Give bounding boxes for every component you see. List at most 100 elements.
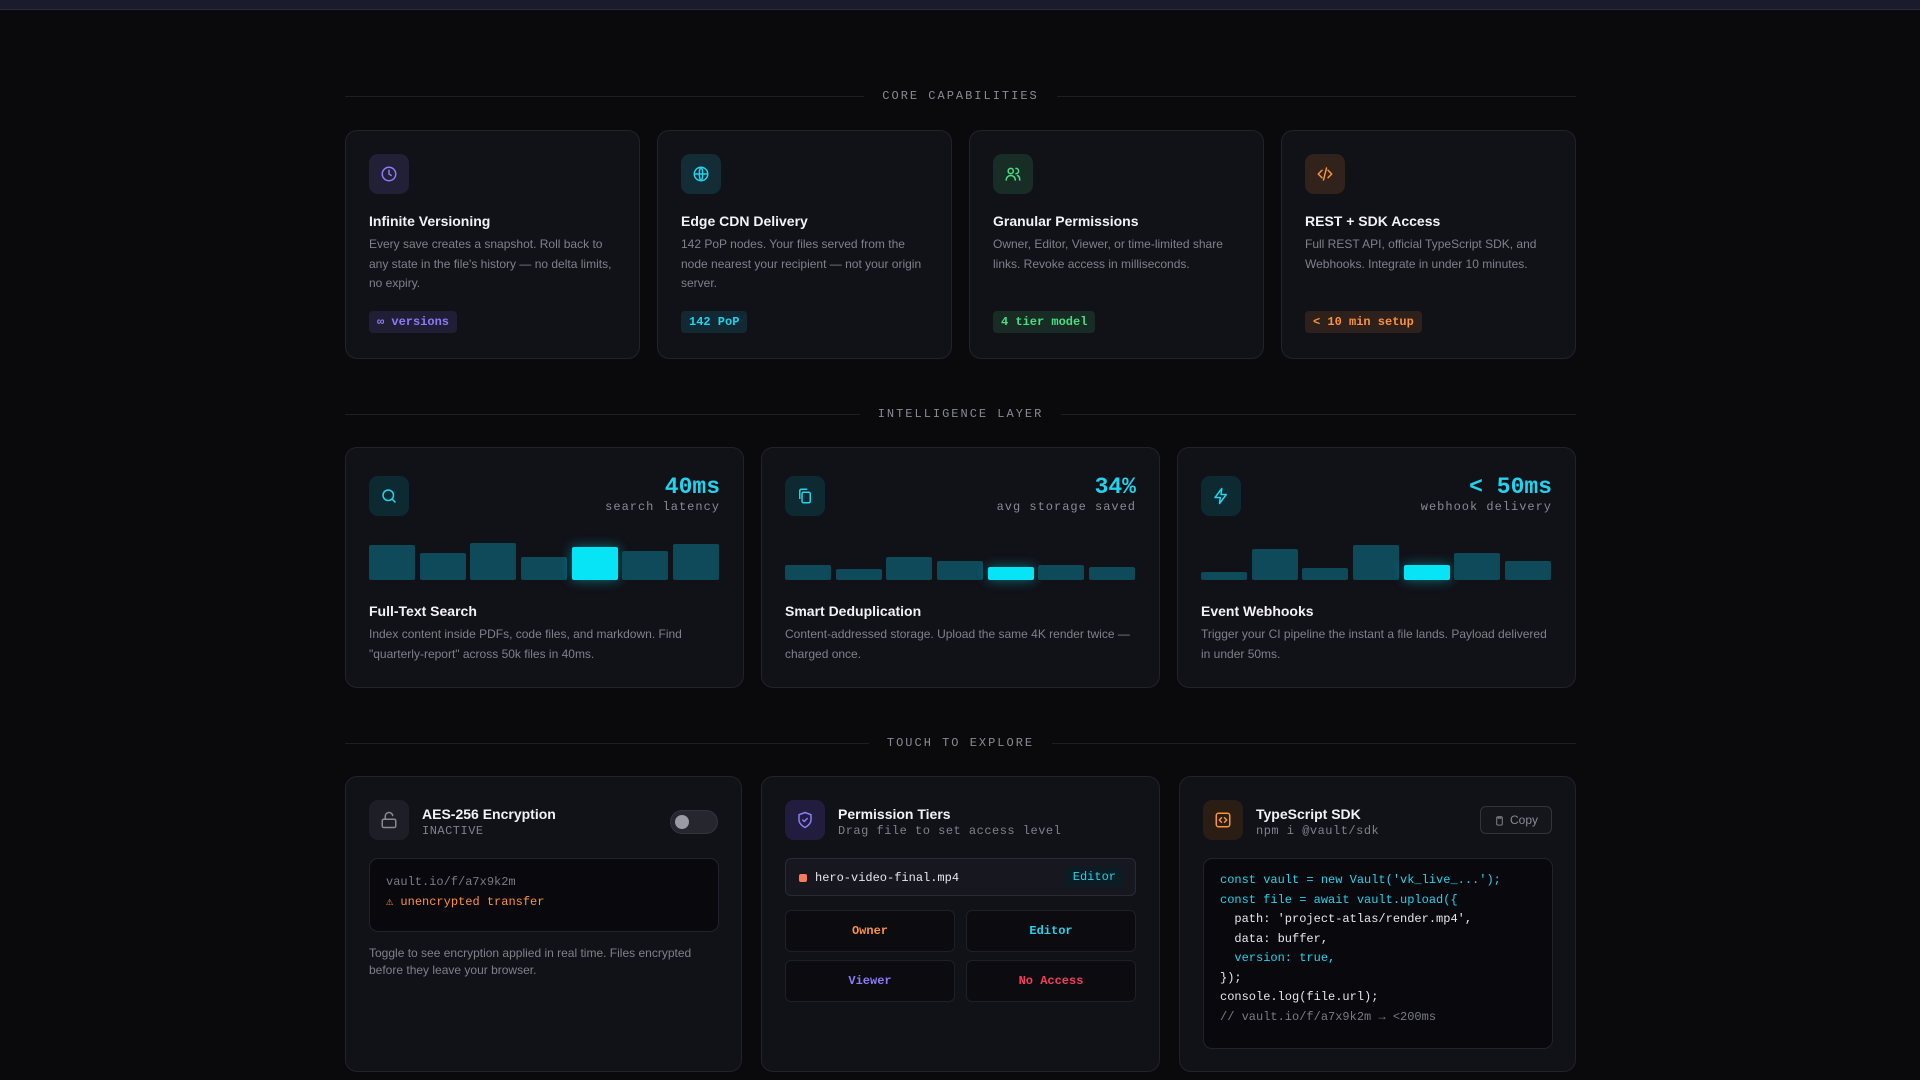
chart-bar: [1454, 552, 1501, 580]
users-icon: [993, 154, 1033, 194]
search-icon: [369, 476, 409, 516]
section-header-explore: TOUCH TO EXPLORE: [345, 733, 1576, 753]
encryption-title: AES-256 Encryption: [422, 806, 556, 822]
chart-bar: [1352, 544, 1400, 580]
chart-bar: [470, 543, 517, 580]
chart-bar: [1302, 568, 1349, 580]
capability-description: 142 PoP nodes. Your files served from th…: [681, 237, 922, 290]
capability-badge: 4 tier model: [993, 311, 1096, 333]
chart-bar: [1088, 566, 1135, 580]
sdk-install-command: npm i @vault/sdk: [1256, 824, 1380, 838]
capability-title: REST + SDK Access: [1305, 213, 1441, 229]
mini-bar-chart: [369, 536, 719, 580]
metric-label: avg storage saved: [996, 500, 1136, 514]
code-line: const file = await vault.upload({: [1220, 892, 1458, 907]
transfer-url: vault.io/f/a7x9k2m: [386, 875, 516, 889]
capability-title: Edge CDN Delivery: [681, 213, 808, 229]
sdk-card: TypeScript SDK npm i @vault/sdk Copy con…: [1179, 776, 1576, 1072]
metric-value: 40ms: [664, 474, 720, 500]
capability-card: Infinite Versioning Every save creates a…: [345, 130, 640, 359]
unlock-icon: [369, 800, 409, 840]
copy-button[interactable]: Copy: [1480, 806, 1552, 834]
chart-bar: [1251, 548, 1298, 580]
bolt-icon: [1201, 476, 1241, 516]
feature-title: Smart Deduplication: [785, 603, 922, 619]
feature-title: Full-Text Search: [369, 603, 477, 619]
intelligence-card: 40ms search latency Full-Text Search Ind…: [345, 447, 744, 688]
chart-bar: [571, 547, 618, 580]
code-line: path: 'project-atlas/render.mp4',: [1220, 912, 1473, 926]
encryption-status: INACTIVE: [422, 824, 484, 838]
tier-drop-zone[interactable]: Viewer: [785, 960, 955, 1002]
chart-bar: [672, 543, 719, 580]
section-label: TOUCH TO EXPLORE: [886, 736, 1035, 750]
chart-bar: [785, 564, 832, 580]
intelligence-card: < 50ms webhook delivery Event Webhooks T…: [1177, 447, 1576, 688]
section-header-core: CORE CAPABILITIES: [345, 86, 1577, 106]
copy-icon: [785, 476, 825, 516]
file-dot-icon: [799, 874, 807, 882]
code-line: });: [1220, 970, 1242, 985]
feature-description: Content-addressed storage. Upload the sa…: [785, 627, 1130, 661]
chart-bar: [835, 568, 882, 580]
chart-bar: [369, 544, 416, 580]
toggle-knob: [675, 815, 689, 829]
metric-label: search latency: [605, 500, 720, 514]
chart-bar: [1504, 560, 1551, 580]
code-line: console.log(file.url);: [1220, 990, 1379, 1004]
file-role-badge: Editor: [1064, 867, 1124, 887]
tier-drop-zone[interactable]: No Access: [966, 960, 1136, 1002]
capability-description: Full REST API, official TypeScript SDK, …: [1305, 237, 1537, 271]
permission-tiers-card: Permission Tiers Drag file to set access…: [761, 776, 1160, 1072]
clock-icon: [369, 154, 409, 194]
mini-bar-chart: [785, 536, 1135, 580]
draggable-file[interactable]: hero-video-final.mp4 Editor: [785, 858, 1136, 896]
permission-caption: Drag file to set access level: [838, 824, 1062, 838]
code-line: // vault.io/f/a7x9k2m → <200ms: [1220, 1009, 1437, 1024]
tier-drop-zone[interactable]: Owner: [785, 910, 955, 952]
transfer-warning: ⚠ unencrypted transfer: [386, 895, 545, 909]
chart-bar: [520, 556, 568, 580]
capability-badge: ∞ versions: [369, 311, 458, 333]
sdk-title: TypeScript SDK: [1256, 806, 1361, 822]
code-line: version: true,: [1220, 951, 1336, 965]
transfer-preview: vault.io/f/a7x9k2m ⚠ unencrypted transfe…: [369, 858, 719, 932]
encryption-card: AES-256 Encryption INACTIVE vault.io/f/a…: [345, 776, 742, 1072]
shield-icon: [785, 800, 825, 840]
feature-description: Trigger your CI pipeline the instant a f…: [1201, 627, 1547, 661]
capability-title: Infinite Versioning: [369, 213, 491, 229]
capability-card: Granular Permissions Owner, Editor, View…: [969, 130, 1264, 359]
capability-card: REST + SDK Access Full REST API, officia…: [1281, 130, 1576, 359]
capability-description: Every save creates a snapshot. Roll back…: [369, 237, 612, 290]
globe-icon: [681, 154, 721, 194]
chart-bar: [1201, 572, 1248, 580]
chart-bar: [622, 550, 669, 580]
capability-card: Edge CDN Delivery 142 PoP nodes. Your fi…: [657, 130, 952, 359]
chart-bar: [1403, 564, 1450, 580]
permission-title: Permission Tiers: [838, 806, 951, 822]
code-block: const vault = new Vault('vk_live_...'); c…: [1203, 858, 1553, 1049]
code-icon: [1203, 800, 1243, 840]
section-label: CORE CAPABILITIES: [882, 89, 1039, 103]
section-header-intelligence: INTELLIGENCE LAYER: [345, 404, 1576, 424]
chart-bar: [987, 566, 1034, 580]
metric-label: webhook delivery: [1420, 500, 1552, 514]
encryption-toggle[interactable]: [670, 810, 718, 834]
chart-bar: [886, 556, 933, 580]
chart-bar: [936, 560, 984, 580]
file-name: hero-video-final.mp4: [815, 871, 960, 885]
mini-bar-chart: [1201, 536, 1551, 580]
section-label: INTELLIGENCE LAYER: [877, 407, 1044, 421]
feature-description: Index content inside PDFs, code files, a…: [369, 627, 682, 661]
tier-drop-zone[interactable]: Editor: [966, 910, 1136, 952]
copy-label: Copy: [1509, 813, 1538, 827]
code-icon: [1305, 154, 1345, 194]
metric-value: < 50ms: [1469, 474, 1552, 500]
feature-title: Event Webhooks: [1201, 603, 1314, 619]
intelligence-card: 34% avg storage saved Smart Deduplicatio…: [761, 447, 1160, 688]
capability-title: Granular Permissions: [993, 213, 1139, 229]
metric-value: 34%: [1094, 474, 1136, 500]
capability-description: Owner, Editor, Viewer, or time-limited s…: [993, 237, 1223, 271]
code-line: data: buffer,: [1220, 931, 1329, 946]
chart-bar: [1038, 564, 1085, 580]
